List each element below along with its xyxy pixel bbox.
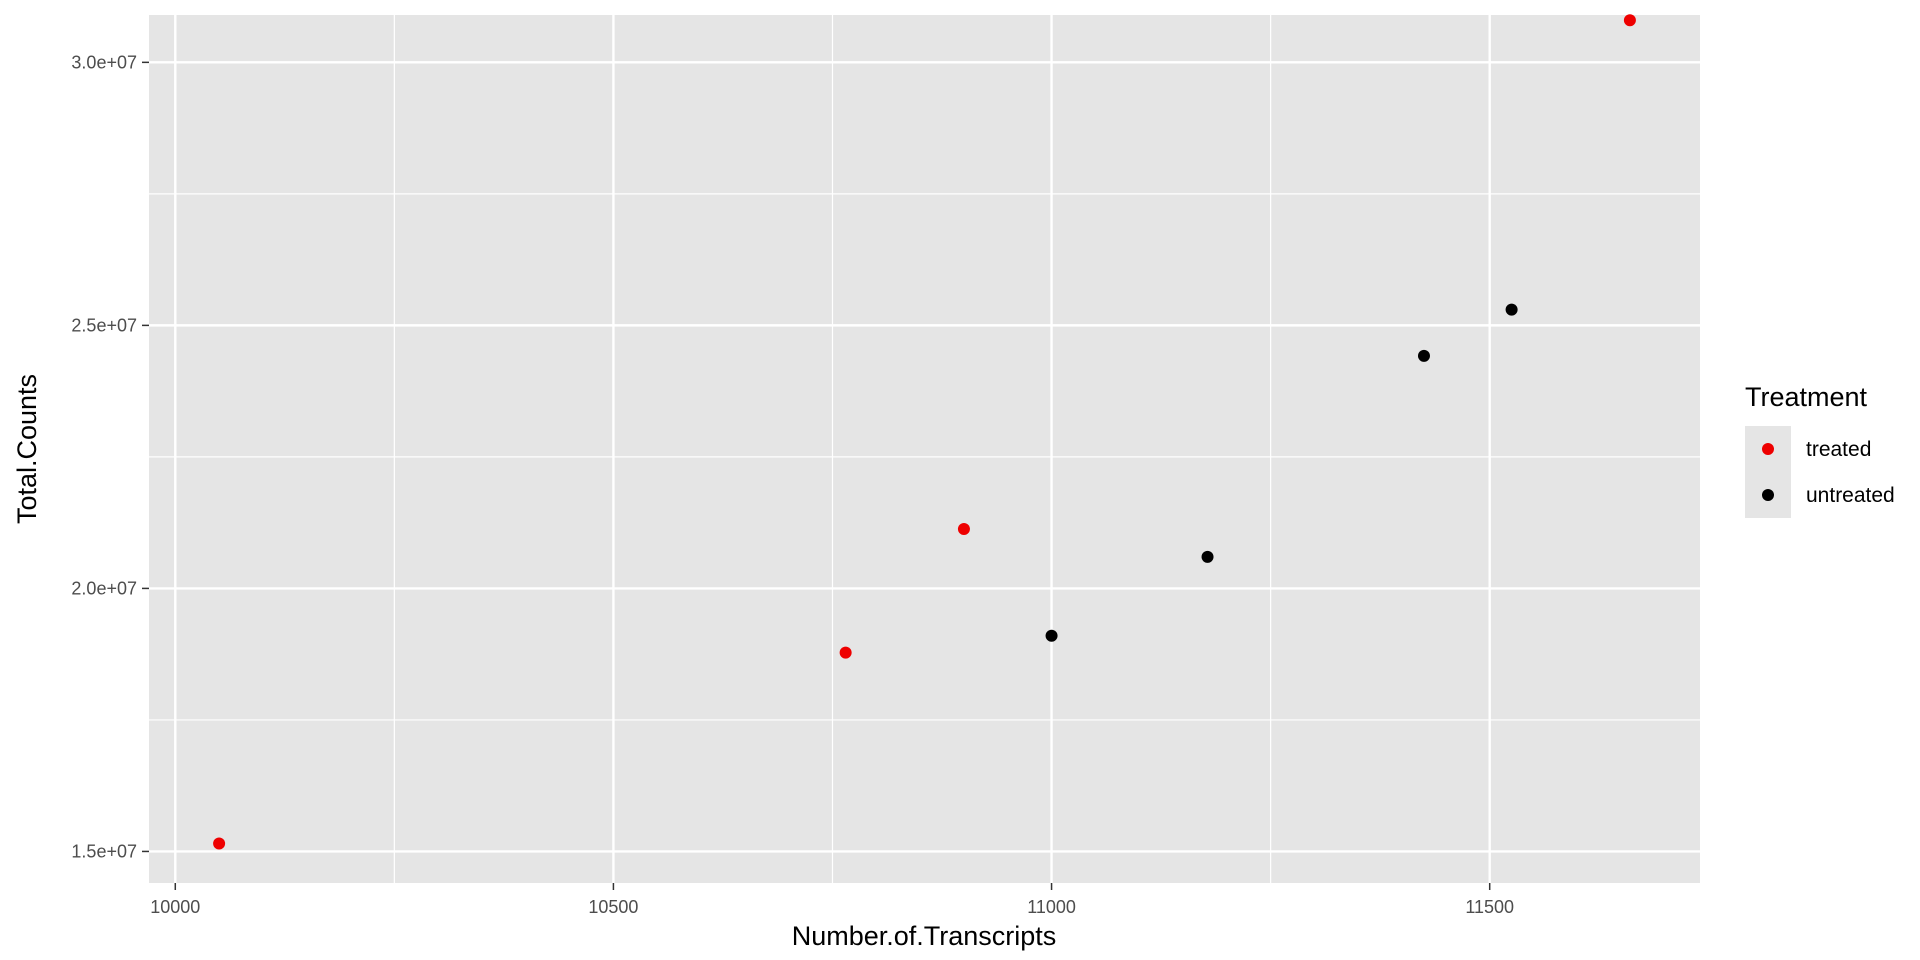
data-point-untreated [1417,349,1430,362]
y-axis-title: Total.Counts [12,374,42,524]
x-axis-title: Number.of.Transcripts [792,921,1057,951]
x-tick-label: 10000 [150,897,200,917]
x-tick-label: 11500 [1465,897,1514,917]
y-tick-label: 1.5e+07 [71,841,137,861]
legend-label-treated: treated [1806,438,1871,461]
data-point-untreated [1045,629,1058,642]
legend-keys: treated untreated [1745,426,1895,518]
y-tick-label: 3.0e+07 [71,52,137,72]
legend-key-treated [1762,443,1774,455]
panel-background [149,15,1700,883]
data-point-untreated [1505,303,1518,316]
legend-key-untreated [1762,489,1774,501]
y-axis: 1.5e+07 2.0e+07 2.5e+07 3.0e+07 [71,52,149,861]
data-point-treated [213,837,226,850]
major-gridlines [149,15,1700,883]
data-point-treated [839,646,852,659]
data-point-treated [957,522,970,535]
legend-label-untreated: untreated [1806,484,1895,507]
legend-title: Treatment [1745,382,1868,412]
x-axis: 10000 10500 11000 11500 [150,883,1514,917]
legend: Treatment treated untreated [1745,382,1895,518]
minor-gridlines [149,15,1700,883]
data-points [213,14,1636,850]
data-point-treated [1623,14,1636,27]
x-tick-label: 10500 [588,897,638,917]
x-tick-label: 11000 [1027,897,1076,917]
y-tick-label: 2.5e+07 [71,315,137,335]
y-tick-label: 2.0e+07 [71,578,137,598]
data-point-untreated [1201,550,1214,563]
